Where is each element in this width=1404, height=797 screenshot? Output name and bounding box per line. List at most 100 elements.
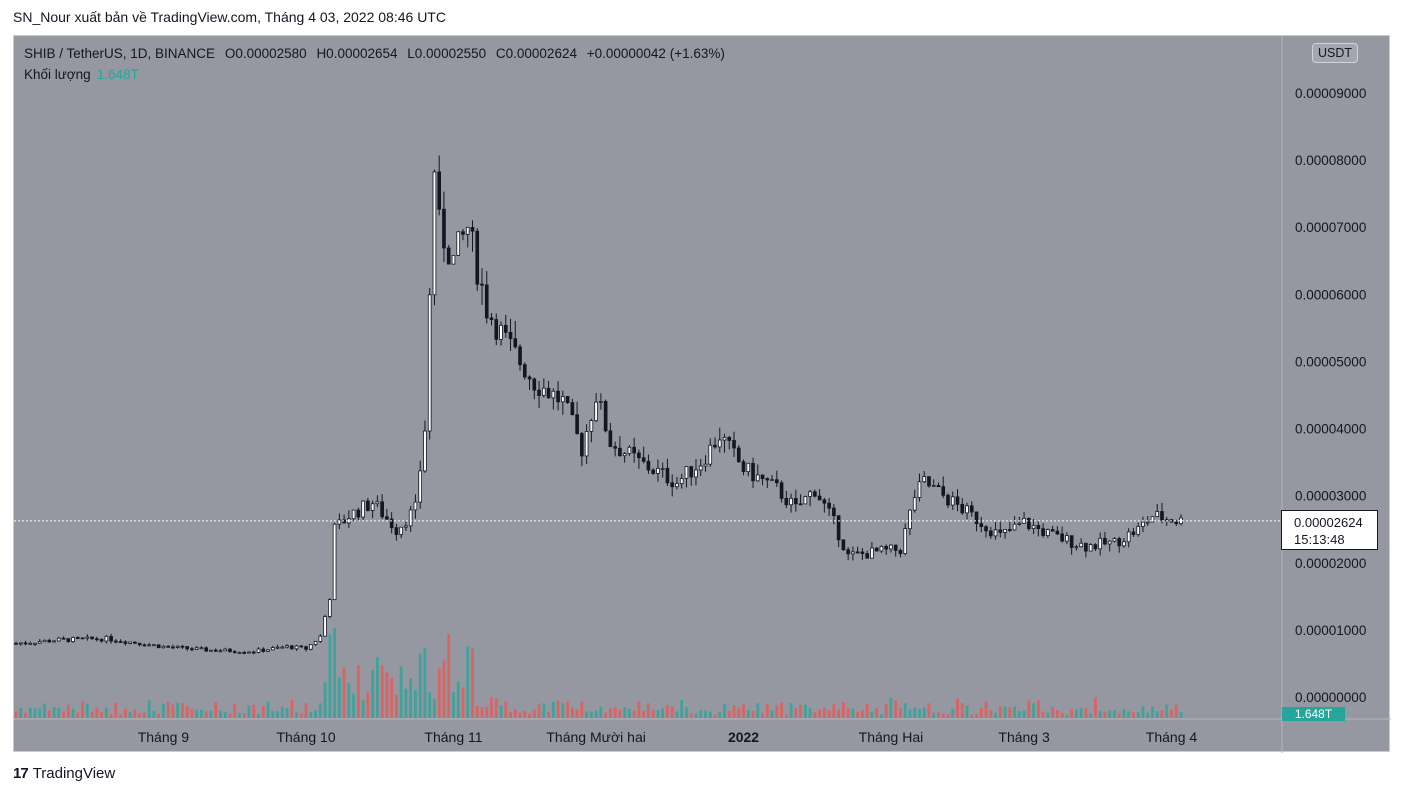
candle-body bbox=[80, 637, 85, 640]
candle-body bbox=[903, 528, 908, 554]
volume-bar bbox=[109, 713, 113, 718]
candle-body bbox=[637, 452, 641, 459]
candle-body bbox=[832, 507, 836, 517]
volume-bar bbox=[342, 667, 346, 718]
candle-body bbox=[380, 501, 384, 518]
candle-body bbox=[613, 446, 617, 449]
volume-bar bbox=[309, 711, 313, 718]
candle-body bbox=[1107, 540, 1112, 545]
volume-bar bbox=[200, 709, 203, 718]
volume-bar bbox=[608, 708, 612, 718]
volume-bar bbox=[894, 700, 898, 718]
ohlc-legend: SHIB / TetherUS, 1D, BINANCE O0.00002580… bbox=[24, 46, 731, 61]
high-value: H0.00002654 bbox=[316, 46, 398, 61]
candle-body bbox=[736, 447, 741, 463]
last-price: 0.00002624 bbox=[1294, 515, 1363, 530]
volume-bar bbox=[623, 707, 627, 718]
candle-body bbox=[665, 467, 670, 484]
volume-bar bbox=[841, 702, 845, 718]
low-value: L0.00002550 bbox=[407, 46, 487, 61]
symbol-label[interactable]: SHIB / TetherUS, 1D, BINANCE bbox=[24, 46, 216, 61]
volume-bar bbox=[461, 687, 465, 718]
candle-body bbox=[275, 646, 280, 649]
volume-bar bbox=[33, 708, 37, 718]
candle-body bbox=[675, 483, 679, 488]
volume-bar bbox=[694, 713, 698, 718]
volume-bar bbox=[490, 697, 493, 718]
candle-body bbox=[175, 645, 180, 648]
candle-body bbox=[366, 500, 370, 511]
volume-bar bbox=[166, 701, 170, 718]
volume-bar bbox=[233, 703, 237, 718]
candle-body bbox=[889, 544, 893, 550]
volume-bar bbox=[347, 683, 351, 718]
candle-body bbox=[960, 503, 965, 514]
candle-body bbox=[1055, 530, 1060, 535]
candle-body bbox=[698, 465, 703, 471]
candle-body bbox=[465, 227, 470, 235]
volume-bar bbox=[594, 710, 598, 718]
candle-body bbox=[427, 294, 432, 432]
candle-body bbox=[713, 444, 717, 448]
candle-body bbox=[679, 478, 684, 484]
volume-bar bbox=[1070, 709, 1074, 718]
close-value: C0.00002624 bbox=[495, 46, 577, 61]
volume-bar bbox=[119, 715, 123, 718]
volume-bar bbox=[822, 707, 826, 718]
candle-body bbox=[556, 390, 560, 403]
candle-body bbox=[470, 227, 475, 232]
candle-body bbox=[798, 503, 803, 506]
candle-body bbox=[503, 324, 508, 333]
volume-bar bbox=[932, 712, 936, 718]
volume-bar bbox=[100, 712, 104, 718]
volume-bar bbox=[818, 709, 822, 718]
volume-bar bbox=[827, 710, 831, 718]
candle-body bbox=[794, 498, 798, 505]
volume-bar bbox=[414, 689, 417, 718]
candle-body bbox=[988, 530, 993, 537]
candle-body bbox=[527, 376, 532, 380]
volume-bar bbox=[195, 709, 199, 718]
volume-bar bbox=[433, 698, 436, 718]
candlestick-plot[interactable]: 0.00009000 0.00008000 0.00007000 0.00006000… bbox=[14, 36, 1391, 753]
volume-bar bbox=[47, 710, 51, 718]
candle-body bbox=[784, 497, 789, 506]
volume-bar bbox=[1117, 713, 1121, 718]
volume-bar bbox=[123, 708, 127, 718]
volume-bar bbox=[651, 709, 655, 718]
candle-body bbox=[156, 644, 161, 649]
candle-body bbox=[1093, 544, 1098, 550]
volume-bar bbox=[666, 705, 669, 718]
volume-bar bbox=[1174, 704, 1178, 718]
candle-body bbox=[936, 485, 941, 488]
candle-body bbox=[456, 231, 461, 256]
candle-body bbox=[708, 444, 713, 465]
volume-bar bbox=[390, 678, 394, 718]
candle-body bbox=[308, 644, 313, 650]
footer-brand[interactable]: 17 TradingView bbox=[13, 765, 115, 782]
volume-bar bbox=[494, 698, 498, 718]
volume-bar bbox=[276, 711, 279, 718]
volume-bar bbox=[133, 709, 137, 718]
volume-bar bbox=[561, 703, 565, 718]
time-tick-label: Tháng 10 bbox=[276, 729, 335, 745]
chart-panel[interactable]: 0.00009000 0.00008000 0.00007000 0.00006000… bbox=[13, 35, 1391, 753]
volume-bar bbox=[128, 712, 132, 718]
volume-bar bbox=[404, 688, 408, 718]
candle-body bbox=[451, 254, 456, 265]
candle-body bbox=[142, 644, 147, 647]
volume-bar bbox=[751, 710, 755, 718]
volume-bar bbox=[1060, 712, 1064, 718]
volume-bar bbox=[875, 707, 879, 718]
candle-body bbox=[893, 544, 898, 551]
candle-body bbox=[1112, 538, 1117, 542]
currency-button[interactable]: USDT bbox=[1311, 43, 1358, 63]
time-tick-label: Tháng 9 bbox=[138, 729, 190, 745]
candle-body bbox=[294, 645, 299, 650]
volume-bar bbox=[889, 697, 893, 718]
volume-bar bbox=[918, 708, 921, 718]
candle-body bbox=[908, 509, 912, 530]
volume-bar bbox=[290, 700, 294, 718]
candle-body bbox=[14, 642, 18, 645]
volume-bar bbox=[1165, 704, 1169, 718]
